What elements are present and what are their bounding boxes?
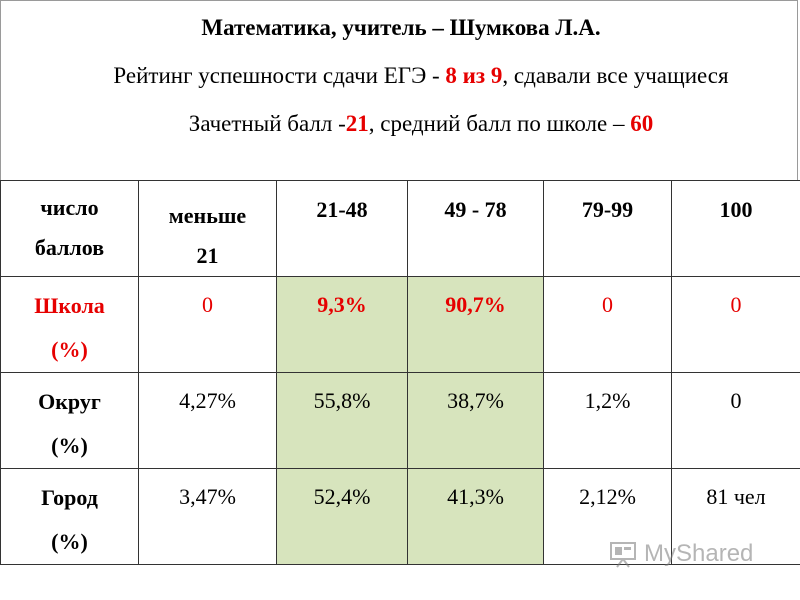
table-cell: 0	[543, 276, 672, 373]
header-col-79-99: 79-99	[543, 180, 672, 277]
header-col-less21-line2: 21	[196, 243, 219, 268]
row-label-line1: Школа	[34, 293, 105, 318]
header-label-line2: баллов	[34, 235, 105, 260]
row-label-city: Город (%)	[0, 468, 139, 565]
table-header-row: число баллов меньше 21 21-48 49 - 78 79-…	[0, 180, 800, 277]
cell-value: 4,27%	[179, 388, 236, 413]
row-label-line1: Округ	[38, 389, 101, 414]
rating-text-post: , сдавали все учащиеся	[502, 63, 729, 88]
header-col-less21-line1: меньше	[168, 203, 247, 228]
table-cell: 4,27%	[138, 372, 277, 469]
average-score: 60	[630, 111, 654, 136]
header-col-49-78: 49 - 78	[407, 180, 544, 277]
table-cell: 1,2%	[543, 372, 672, 469]
header-col-text: 100	[719, 197, 753, 222]
table-row-school: Школа (%) 0 9,3% 90,7% 0 0	[0, 276, 800, 373]
header-col-text: 21-48	[316, 197, 368, 222]
watermark-text: MyShared	[644, 540, 754, 567]
presentation-board-icon	[610, 542, 636, 568]
rating-line: Рейтинг успешности сдачи ЕГЭ - 8 из 9, с…	[21, 63, 800, 89]
header-col-21-48: 21-48	[276, 180, 408, 277]
row-label-line2: (%)	[51, 337, 88, 362]
cell-value: 0	[730, 388, 742, 413]
table-cell: 55,8%	[276, 372, 408, 469]
cell-value: 90,7%	[445, 292, 506, 317]
table-row-district: Округ (%) 4,27% 55,8% 38,7% 1,2% 0	[0, 372, 800, 469]
score-line: Зачетный балл -21, средний балл по школе…	[21, 111, 800, 137]
header-col-100: 100	[671, 180, 800, 277]
cell-value: 38,7%	[447, 388, 504, 413]
header-box: Математика, учитель – Шумкова Л.А. Рейти…	[0, 0, 798, 180]
table-cell: 81 чел	[671, 468, 800, 565]
cell-value: 0	[602, 292, 613, 317]
score-text-pre: Зачетный балл -	[188, 111, 346, 136]
table-cell: 41,3%	[407, 468, 544, 565]
table-cell: 90,7%	[407, 276, 544, 373]
table-cell: 0	[671, 372, 800, 469]
header-col-text: 79-99	[581, 197, 634, 222]
table-cell: 38,7%	[407, 372, 544, 469]
cell-value: 0	[730, 292, 742, 317]
score-text-mid: , средний балл по школе –	[368, 111, 631, 136]
cell-value: 1,2%	[584, 388, 631, 413]
table-cell: 0	[671, 276, 800, 373]
rating-text-pre: Рейтинг успешности сдачи ЕГЭ -	[113, 63, 446, 88]
cell-value: 81 чел	[706, 484, 766, 509]
pass-score: 21	[345, 111, 369, 136]
row-label-line2: (%)	[51, 529, 88, 554]
results-table: число баллов меньше 21 21-48 49 - 78 79-…	[0, 180, 800, 565]
cell-value: 52,4%	[313, 484, 371, 509]
cell-value: 41,3%	[447, 484, 504, 509]
slide-title: Математика, учитель – Шумкова Л.А.	[201, 15, 601, 40]
cell-value: 0	[202, 292, 213, 317]
table-cell: 0	[138, 276, 277, 373]
table-cell: 3,47%	[138, 468, 277, 565]
table-row-city: Город (%) 3,47% 52,4% 41,3% 2,12% 81 чел	[0, 468, 800, 565]
row-label-line2: (%)	[51, 433, 88, 458]
cell-value: 2,12%	[579, 484, 636, 509]
header-label-cell: число баллов	[0, 180, 139, 277]
row-label-line1: Город	[41, 485, 98, 510]
cell-value: 55,8%	[313, 388, 371, 413]
header-label-line1: число	[40, 195, 99, 220]
table-cell: 9,3%	[276, 276, 408, 373]
rating-highlight: 8 из 9	[445, 63, 503, 88]
cell-value: 9,3%	[317, 292, 367, 317]
watermark: MyShared	[608, 537, 753, 571]
table-cell: 52,4%	[276, 468, 408, 565]
header-col-less21: меньше 21	[138, 180, 277, 277]
row-label-school: Школа (%)	[0, 276, 139, 373]
header-col-text: 49 - 78	[444, 197, 507, 222]
cell-value: 3,47%	[179, 484, 236, 509]
row-label-district: Округ (%)	[0, 372, 139, 469]
